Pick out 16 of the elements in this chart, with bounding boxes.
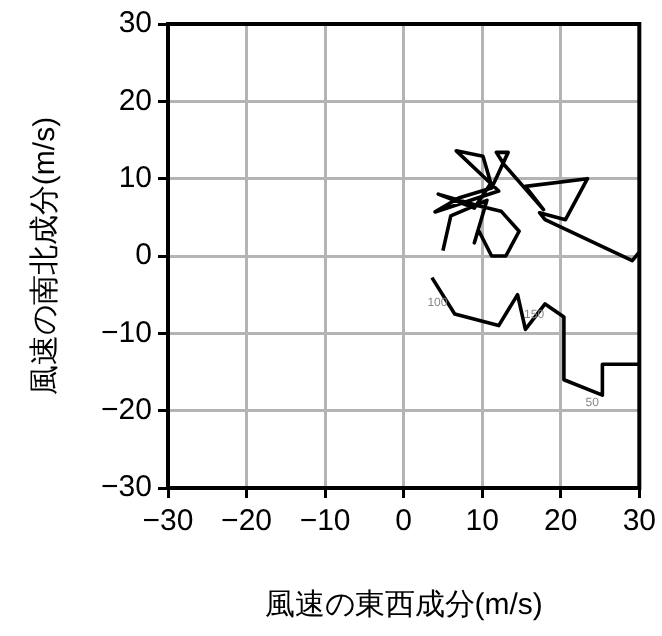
x-tick-label: 10 bbox=[465, 504, 499, 539]
x-axis-title: 風速の東西成分(m/s) bbox=[264, 588, 543, 623]
y-axis-title: 風速の南北成分(m/s) bbox=[28, 116, 63, 396]
x-tick-label: −20 bbox=[221, 504, 273, 539]
y-tick-label: 0 bbox=[135, 238, 152, 273]
x-tick-label: −10 bbox=[299, 504, 351, 539]
x-tick-label: 20 bbox=[544, 504, 578, 539]
y-tick-label: −30 bbox=[101, 470, 152, 505]
x-tick-label: 30 bbox=[622, 504, 656, 539]
y-tick-label: −20 bbox=[101, 392, 152, 427]
y-tick-label: 30 bbox=[118, 6, 152, 41]
y-tick-label: 10 bbox=[118, 160, 152, 195]
y-tick-label: 20 bbox=[118, 83, 152, 118]
y-tick-label: −10 bbox=[101, 315, 152, 350]
x-tick-label: 0 bbox=[395, 504, 412, 539]
x-tick-label: −30 bbox=[142, 504, 194, 539]
